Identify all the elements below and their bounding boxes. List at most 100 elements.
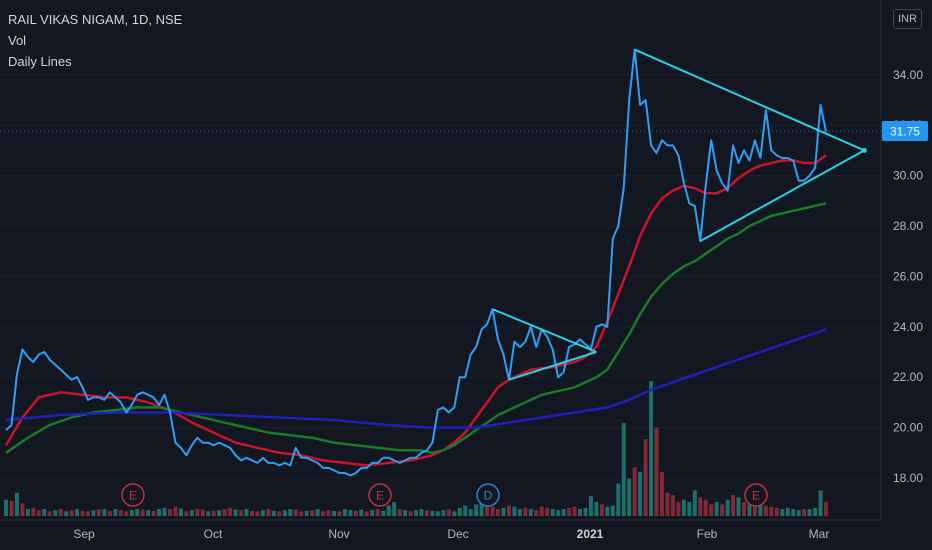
volume-bar bbox=[403, 510, 408, 516]
time-tick-label: Sep bbox=[73, 527, 95, 541]
time-tick-label: Oct bbox=[204, 527, 223, 541]
volume-bar bbox=[452, 511, 457, 516]
volume-bar bbox=[463, 505, 468, 516]
volume-bar bbox=[687, 502, 692, 516]
trendline-handle[interactable] bbox=[861, 147, 867, 153]
volume-bar bbox=[47, 511, 52, 516]
volume-bar bbox=[791, 509, 796, 516]
earnings-icon[interactable] bbox=[368, 483, 392, 507]
volume-bar bbox=[102, 509, 107, 516]
volume-bar bbox=[632, 467, 637, 516]
volume-bar bbox=[217, 510, 222, 516]
volume-bar bbox=[107, 510, 112, 516]
volume-bar bbox=[545, 507, 550, 516]
volume-bar bbox=[233, 509, 238, 516]
volume-bar bbox=[304, 510, 309, 516]
volume-bar bbox=[528, 509, 533, 516]
price-tick-label: 30.00 bbox=[893, 169, 923, 183]
time-axis[interactable]: Sep Oct Nov Dec 2021 Feb Mar bbox=[73, 527, 829, 541]
volume-legend[interactable]: Vol bbox=[8, 33, 27, 48]
volume-bar bbox=[610, 505, 615, 516]
volume-bar bbox=[539, 506, 544, 516]
volume-bar bbox=[310, 510, 315, 516]
event-marker-earnings[interactable]: E bbox=[744, 483, 768, 507]
volume-bar bbox=[75, 509, 80, 516]
volume-bar bbox=[512, 506, 517, 516]
volume-bar bbox=[173, 506, 178, 516]
volume-bar bbox=[53, 510, 58, 516]
volume-bar bbox=[168, 509, 172, 516]
volume-bar bbox=[64, 511, 69, 516]
volume-bar bbox=[703, 499, 708, 516]
trendline[interactable] bbox=[699, 149, 865, 242]
volume-bar bbox=[271, 510, 276, 516]
volume-bar bbox=[752, 506, 757, 516]
volume-bar bbox=[260, 510, 265, 516]
volume-bar bbox=[244, 509, 249, 516]
ma_mid-line bbox=[5, 202, 827, 455]
volume-bar bbox=[348, 510, 353, 516]
volume-bar bbox=[288, 509, 293, 516]
trendlines[interactable] bbox=[492, 48, 867, 381]
volume-bar bbox=[654, 427, 659, 516]
currency-unit-badge[interactable]: INR bbox=[893, 9, 922, 29]
volume-bar bbox=[211, 510, 216, 516]
volume-bar bbox=[342, 509, 347, 516]
trendline[interactable] bbox=[634, 48, 865, 152]
volume-bar bbox=[583, 507, 588, 516]
volume-bar bbox=[200, 509, 205, 516]
daily-lines-legend[interactable]: Daily Lines bbox=[8, 54, 72, 69]
earnings-icon[interactable] bbox=[121, 483, 145, 507]
dividend-icon[interactable] bbox=[476, 483, 500, 507]
ma_slow-line bbox=[5, 328, 827, 429]
volume-bar bbox=[430, 510, 435, 516]
volume-bar bbox=[282, 510, 287, 516]
price-series bbox=[5, 48, 827, 477]
event-marker-dividend[interactable]: D bbox=[476, 483, 500, 507]
volume-bar bbox=[31, 507, 36, 516]
volume-bar bbox=[709, 504, 714, 516]
volume-bar bbox=[381, 510, 386, 516]
volume-bar bbox=[189, 510, 194, 516]
volume-bar bbox=[818, 490, 823, 516]
volume-bar bbox=[206, 511, 211, 516]
volume-bar bbox=[660, 471, 664, 516]
volume-bar bbox=[435, 511, 440, 516]
volume-bar bbox=[807, 509, 812, 516]
volume-bar bbox=[42, 509, 47, 516]
volume-bar bbox=[20, 503, 25, 516]
event-label: E bbox=[752, 489, 760, 503]
volume-bar bbox=[736, 497, 741, 516]
volume-bar bbox=[364, 511, 369, 516]
volume-bar bbox=[479, 502, 484, 516]
time-tick-label: Mar bbox=[809, 527, 830, 541]
volume-bars bbox=[4, 381, 828, 516]
trendline[interactable] bbox=[508, 351, 597, 381]
event-label: E bbox=[376, 489, 384, 503]
volume-bar bbox=[266, 509, 271, 516]
event-marker-earnings[interactable]: E bbox=[121, 483, 145, 507]
volume-bar bbox=[58, 509, 63, 516]
volume-bar bbox=[162, 507, 167, 516]
volume-bar bbox=[178, 508, 183, 516]
volume-bar bbox=[561, 509, 566, 516]
price-tick-label: 20.00 bbox=[893, 421, 923, 435]
volume-bar bbox=[550, 509, 555, 516]
volume-bar bbox=[146, 510, 151, 516]
volume-bar bbox=[419, 509, 424, 516]
volume-bar bbox=[184, 511, 189, 516]
volume-bar bbox=[386, 505, 391, 516]
event-marker-earnings[interactable]: E bbox=[368, 483, 392, 507]
trendline[interactable] bbox=[492, 308, 597, 353]
volume-bar bbox=[326, 510, 331, 516]
volume-bar bbox=[490, 506, 495, 516]
symbol-title[interactable]: RAIL VIKAS NIGAM, 1D, NSE bbox=[8, 12, 183, 27]
price-tick-label: 34.00 bbox=[893, 68, 923, 82]
volume-bar bbox=[578, 509, 582, 516]
volume-bar bbox=[151, 510, 156, 516]
earnings-icon[interactable] bbox=[744, 483, 768, 507]
volume-bar bbox=[222, 509, 227, 516]
